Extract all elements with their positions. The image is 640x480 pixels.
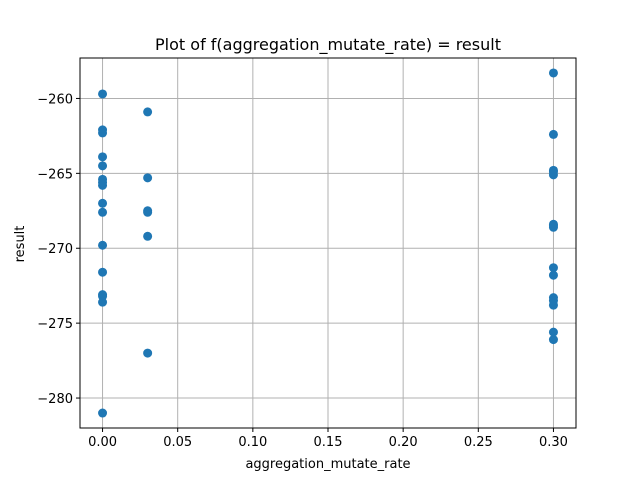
data-point (98, 152, 108, 162)
data-points (98, 68, 558, 418)
data-point (548, 327, 558, 337)
y-tick-label: −275 (37, 317, 73, 332)
data-point (143, 107, 153, 117)
data-point (98, 161, 108, 171)
data-point (548, 221, 558, 231)
x-tick-label: 0.20 (389, 435, 418, 450)
data-point (143, 206, 153, 216)
data-point (98, 267, 108, 277)
data-point (143, 173, 153, 183)
data-point (548, 270, 558, 280)
grid-lines (80, 58, 576, 428)
y-tick-label: −270 (37, 242, 73, 257)
y-tick-label: −280 (37, 392, 73, 407)
data-point (548, 129, 558, 139)
x-tick-label: 0.15 (314, 435, 343, 450)
data-point (98, 408, 108, 418)
data-point (548, 296, 558, 306)
data-point (548, 335, 558, 345)
x-tick-label: 0.05 (163, 435, 192, 450)
chart-title: Plot of f(aggregation_mutate_rate) = res… (155, 35, 501, 55)
data-point (98, 177, 108, 187)
data-point (143, 348, 153, 358)
data-point (98, 128, 108, 138)
data-point (98, 291, 108, 301)
data-point (98, 240, 108, 250)
y-tick-label: −265 (37, 167, 73, 182)
y-tick-label: −260 (37, 92, 73, 107)
data-point (98, 207, 108, 217)
data-point (548, 167, 558, 177)
x-tick-label: 0.25 (464, 435, 493, 450)
data-point (98, 198, 108, 208)
x-axis-ticks: 0.00 0.05 0.10 0.15 0.20 0.25 0.30 (88, 428, 568, 450)
x-tick-label: 0.30 (539, 435, 568, 450)
y-axis-title: result (13, 226, 28, 263)
y-axis-ticks: −280 −275 −270 −265 −260 (37, 92, 80, 407)
data-point (98, 89, 108, 99)
x-axis-title: aggregation_mutate_rate (245, 457, 410, 472)
data-point (143, 231, 153, 241)
data-point (548, 68, 558, 78)
x-tick-label: 0.10 (238, 435, 267, 450)
data-point (548, 263, 558, 273)
x-tick-label: 0.00 (88, 435, 117, 450)
